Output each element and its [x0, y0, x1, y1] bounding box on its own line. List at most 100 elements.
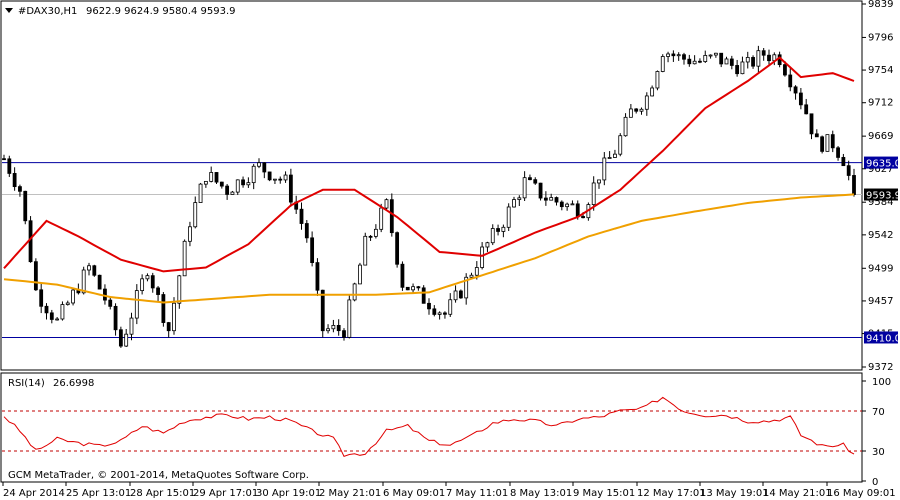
candle-body — [453, 290, 458, 301]
price-tick-label: 9754 — [868, 65, 893, 76]
time-tick-label: 25 Apr 13:01 — [66, 488, 131, 499]
candle-body — [830, 134, 835, 149]
time-tick-label: 28 Apr 15:01 — [130, 488, 195, 499]
copyright-text: GCM MetaTrader, © 2001-2014, MetaQuotes … — [8, 470, 309, 481]
price-tags: 9635.0 9410.0 9593.9 — [864, 156, 900, 344]
candle-body — [735, 65, 740, 75]
candle-body — [788, 74, 793, 88]
candle-body — [820, 136, 825, 152]
candle-body — [846, 165, 851, 176]
candle-body — [565, 203, 570, 208]
candle-body — [44, 305, 49, 314]
candle-body — [852, 175, 856, 195]
candle-body — [506, 206, 511, 228]
candle-body — [71, 289, 75, 304]
candle-body — [81, 269, 86, 294]
candle-body — [23, 190, 28, 222]
candle-body — [581, 216, 585, 219]
price-tick-label: 9542 — [868, 230, 893, 241]
candle-body — [745, 57, 750, 63]
candle-body — [692, 60, 697, 65]
moving-averages — [3, 56, 855, 304]
time-tick-label: 12 May 17:01 — [637, 488, 706, 499]
chart-menu-arrow-icon[interactable] — [5, 8, 13, 13]
candle-body — [134, 290, 139, 319]
candle-body — [246, 182, 251, 186]
candle-body — [517, 197, 522, 200]
candle-body — [756, 50, 761, 67]
candle-body — [501, 226, 506, 232]
candle-body — [458, 290, 463, 299]
current-price-tag-bg — [864, 188, 898, 201]
candle-body — [145, 275, 150, 280]
rsi-value: 26.6998 — [53, 378, 94, 389]
candle-body — [368, 235, 373, 238]
rsi-tick-label: 70 — [872, 407, 885, 418]
candle-body — [597, 179, 601, 184]
candle-body — [273, 178, 277, 181]
candle-body — [405, 286, 410, 291]
candle-body — [193, 202, 198, 228]
candle-body — [644, 95, 649, 110]
candle-body — [235, 179, 240, 193]
price-tick-label: 9627 — [868, 164, 893, 175]
candle-body — [480, 246, 485, 268]
candle-body — [140, 278, 145, 291]
candle-body — [108, 299, 113, 307]
time-tick-label: 14 May 21:01 — [763, 488, 832, 499]
candle-body — [427, 302, 431, 310]
candle-body — [219, 181, 224, 187]
candle-body — [358, 264, 362, 285]
candle-body — [310, 237, 315, 263]
candle-body — [729, 58, 734, 66]
rsi-indicator — [2, 396, 862, 458]
candle-body — [166, 322, 171, 332]
candle-body — [538, 182, 543, 199]
candle-body — [65, 302, 70, 305]
symbol-label: #DAX30,H1 — [18, 6, 77, 17]
candle-body — [783, 64, 787, 76]
candle-body — [825, 134, 830, 152]
candle-body — [666, 53, 670, 57]
candle-body — [602, 157, 607, 181]
candle-body — [767, 54, 771, 62]
candle-body — [214, 172, 219, 183]
time-tick-label: 9 May 15:01 — [573, 488, 635, 499]
candle-body — [331, 325, 336, 330]
time-tick-label: 7 May 11:01 — [446, 488, 508, 499]
candle-body — [251, 165, 256, 184]
candle-body — [257, 162, 261, 167]
time-tick-label: 13 May 19:01 — [700, 488, 769, 499]
candle-body — [469, 274, 474, 278]
candle-body — [225, 185, 230, 195]
candle-body — [719, 52, 724, 65]
candle-body — [474, 267, 479, 276]
price-tick-label: 9457 — [868, 296, 893, 307]
candle-body — [97, 274, 102, 290]
price-tick-label: 9712 — [868, 98, 893, 109]
candle-body — [713, 52, 718, 56]
candle-body — [703, 55, 708, 62]
price-tick-label: 9584 — [868, 197, 893, 208]
candle-body — [448, 299, 453, 315]
candle-body — [288, 174, 293, 203]
candle-body — [39, 289, 44, 307]
candle-body — [533, 179, 538, 184]
candle-body — [528, 177, 532, 181]
candle-body — [182, 240, 187, 277]
candle-body — [400, 263, 405, 288]
horizontal-levels — [2, 162, 862, 338]
candle-body — [389, 199, 394, 234]
candle-body — [512, 199, 516, 208]
candle-body — [7, 158, 12, 174]
rsi-tick-label: 100 — [872, 377, 891, 388]
candle-body — [496, 228, 500, 232]
time-tick-label: 29 Apr 17:01 — [193, 488, 258, 499]
candle-body — [761, 50, 766, 56]
candle-body — [172, 302, 176, 332]
candle-body — [623, 116, 628, 137]
candle-body — [660, 56, 665, 72]
candle-body — [798, 92, 803, 106]
